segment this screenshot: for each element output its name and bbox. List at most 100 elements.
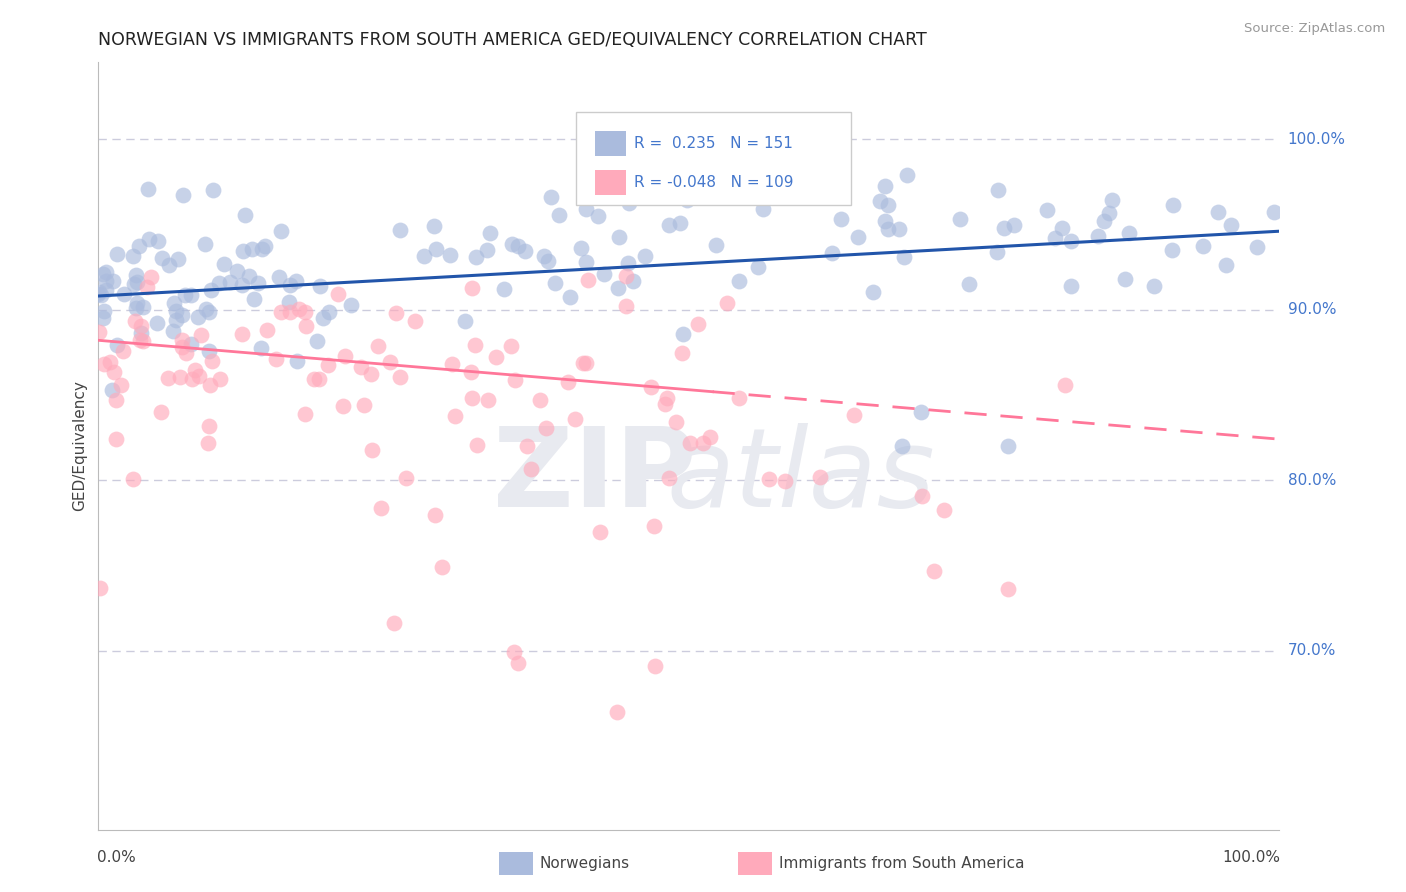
Point (544, 276, 567, 290)
Point (131, 326, 153, 341)
Point (516, 439, 538, 453)
Point (910, 405, 932, 419)
Point (503, 645, 526, 659)
Point (100, 355, 122, 369)
Point (326, 287, 349, 301)
Point (924, 565, 946, 579)
Point (752, 202, 775, 216)
Point (1045, 231, 1067, 245)
Point (121, 249, 143, 263)
Point (564, 411, 586, 425)
Point (193, 236, 215, 251)
Point (643, 519, 665, 533)
Point (485, 350, 508, 364)
Y-axis label: GED/Equivalency: GED/Equivalency (72, 381, 87, 511)
Point (389, 369, 412, 384)
Point (231, 278, 253, 293)
Point (350, 359, 373, 374)
Point (589, 525, 612, 540)
Point (704, 237, 727, 252)
Point (1101, 193, 1123, 207)
Point (593, 268, 616, 282)
Point (90, 288, 112, 302)
Point (710, 188, 733, 202)
Point (233, 208, 256, 222)
Point (423, 219, 446, 233)
Point (412, 249, 434, 263)
Point (332, 399, 354, 413)
Point (621, 274, 644, 288)
Point (157, 258, 180, 272)
Point (911, 489, 934, 503)
Point (672, 326, 695, 341)
Point (997, 439, 1019, 453)
Text: 70.0%: 70.0% (1288, 643, 1336, 658)
Point (747, 260, 769, 274)
Point (1060, 278, 1083, 293)
Point (87, 286, 110, 301)
Point (441, 357, 464, 371)
Point (1215, 258, 1237, 272)
Point (353, 399, 375, 413)
Point (231, 326, 253, 341)
Point (87, 325, 110, 339)
Point (250, 341, 273, 355)
Point (461, 281, 484, 295)
Point (576, 272, 599, 286)
Point (384, 306, 406, 320)
Text: atlas: atlas (666, 423, 935, 530)
Point (111, 344, 134, 359)
Point (136, 280, 159, 294)
Point (136, 182, 159, 196)
Point (101, 274, 124, 288)
Point (180, 372, 202, 386)
Point (957, 277, 980, 292)
Point (395, 470, 418, 484)
Point (479, 226, 502, 240)
Point (529, 393, 551, 408)
Point (91, 267, 114, 281)
Point (644, 658, 666, 673)
Point (993, 220, 1015, 235)
Point (842, 408, 865, 422)
Point (197, 436, 219, 450)
Point (96, 274, 118, 288)
Point (198, 305, 221, 319)
Point (195, 301, 218, 316)
Point (658, 218, 681, 232)
Point (132, 334, 155, 348)
Point (893, 250, 915, 264)
Point (157, 371, 180, 385)
Point (302, 372, 325, 386)
Point (540, 190, 562, 204)
Point (382, 615, 405, 630)
Point (1087, 228, 1109, 243)
Point (1036, 203, 1059, 218)
Point (93, 357, 115, 371)
Point (188, 368, 211, 383)
Point (887, 222, 910, 236)
Point (506, 656, 529, 670)
Point (162, 324, 184, 338)
Point (846, 230, 869, 244)
Point (1092, 213, 1115, 227)
Point (692, 436, 714, 450)
Point (125, 301, 148, 316)
Point (100, 383, 122, 397)
Point (139, 269, 162, 284)
Point (657, 391, 679, 405)
Point (1219, 218, 1241, 232)
Point (145, 316, 167, 330)
Point (477, 392, 499, 407)
Point (278, 278, 301, 293)
Point (172, 187, 194, 202)
Point (232, 244, 254, 259)
Point (173, 288, 195, 302)
Point (127, 275, 149, 289)
Point (128, 239, 150, 253)
Text: ZIP: ZIP (492, 423, 696, 530)
Point (270, 224, 292, 238)
Point (821, 246, 844, 260)
Point (267, 269, 290, 284)
Point (986, 245, 1008, 260)
